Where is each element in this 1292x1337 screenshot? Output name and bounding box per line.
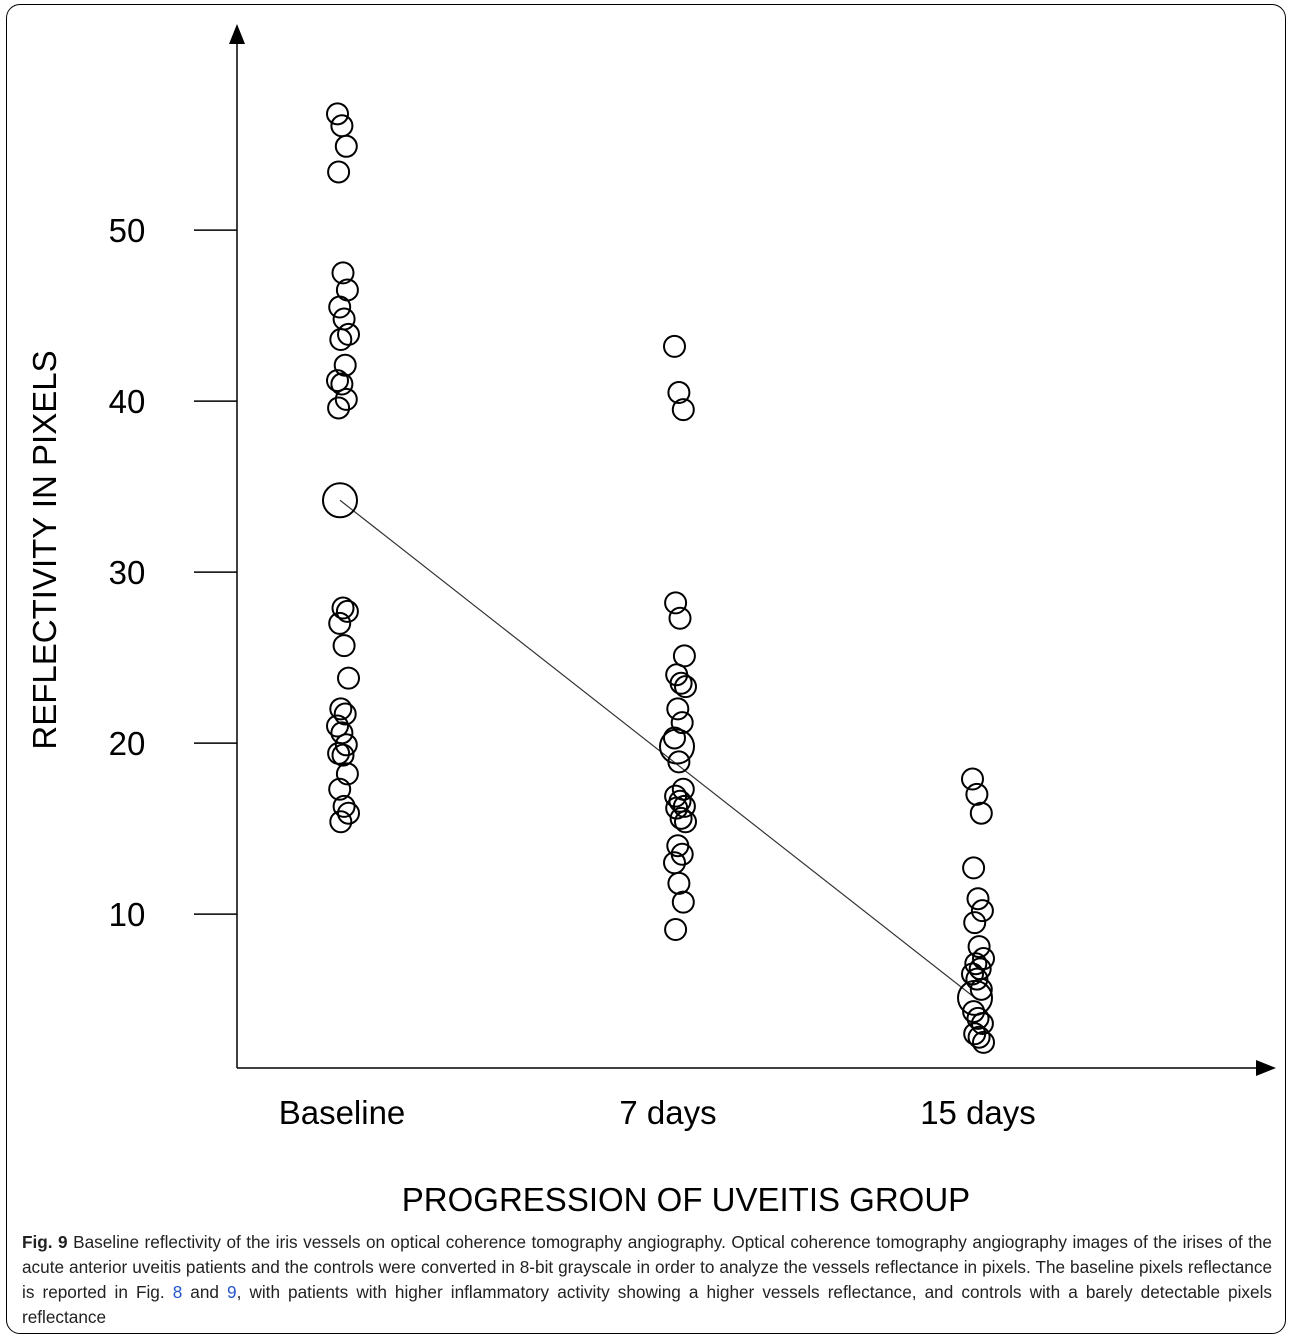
x-axis-label: PROGRESSION OF UVEITIS GROUP [402, 1181, 970, 1218]
data-point-baseline [331, 743, 355, 767]
data-point-baseline [330, 721, 354, 745]
data-point-15-days [963, 911, 987, 935]
data-point-15-days [969, 801, 993, 825]
data-point-7-days [664, 917, 688, 941]
data-point-15-days [965, 782, 989, 806]
data-point-7-days [674, 675, 697, 699]
data-point-15-days [963, 1022, 987, 1046]
caption-ref-fig-8[interactable]: 8 [172, 1282, 183, 1302]
y-axis-label: REFLECTIVITY IN PIXELS [26, 350, 63, 749]
data-point-baseline [327, 396, 351, 420]
data-point-baseline [329, 697, 353, 721]
data-point-15-days [972, 947, 995, 971]
mean-markers [322, 482, 993, 1016]
x-category-label-7-days: 7 days [619, 1094, 716, 1131]
data-point-baseline [334, 134, 358, 158]
data-points [326, 102, 995, 1054]
data-point-7-days [663, 726, 686, 750]
y-tick-label-40: 40 [109, 383, 146, 420]
data-point-7-days [667, 381, 691, 405]
data-point-baseline [327, 160, 351, 184]
data-point-7-days [670, 842, 694, 866]
data-point-15-days [966, 1006, 990, 1030]
data-point-15-days [965, 967, 989, 991]
scatter-chart: 10 20 30 40 50 Baseline 7 days 15 days REFLECT… [26, 24, 1276, 1218]
data-point-baseline [328, 777, 352, 801]
data-point-15-days [967, 1025, 991, 1049]
data-point-baseline [328, 611, 352, 635]
data-point-baseline [337, 666, 360, 690]
data-point-baseline [332, 794, 356, 818]
data-point-baseline [326, 369, 349, 393]
data-point-7-days [671, 890, 695, 914]
data-point-7-days [669, 671, 693, 695]
data-point-15-days [961, 767, 984, 791]
data-point-7-days [664, 591, 688, 615]
data-point-baseline [332, 307, 356, 331]
data-point-7-days [674, 810, 697, 834]
data-point-baseline [332, 634, 356, 658]
data-point-7-days [667, 871, 691, 895]
data-point-15-days [964, 952, 988, 976]
data-point-7-days [671, 398, 695, 422]
y-tick-label-10: 10 [109, 896, 146, 933]
y-ticks: 10 20 30 40 50 [109, 212, 237, 933]
data-point-15-days [966, 887, 990, 911]
figure-caption: Fig. 9 Baseline reflectivity of the iris… [22, 1230, 1272, 1330]
data-point-7-days [663, 334, 686, 358]
figure-frame [6, 4, 1286, 1334]
data-point-baseline [333, 353, 357, 377]
data-point-baseline [326, 102, 349, 126]
caption-label: Fig. 9 [22, 1232, 68, 1252]
y-tick-label-50: 50 [109, 212, 146, 249]
mean-marker-7-days [659, 728, 695, 765]
data-point-baseline [337, 322, 360, 346]
data-point-baseline [335, 599, 359, 623]
y-axis-arrowhead [229, 24, 245, 44]
data-point-7-days [669, 806, 693, 830]
data-point-7-days [668, 606, 692, 630]
caption-ref-fig-9[interactable]: 9 [227, 1282, 237, 1302]
data-point-baseline [334, 733, 358, 757]
data-point-15-days [969, 977, 993, 1001]
data-point-baseline [334, 387, 358, 411]
y-tick-label-20: 20 [109, 725, 146, 762]
data-point-7-days [672, 794, 696, 818]
data-point-7-days [670, 711, 694, 735]
x-category-label-baseline: Baseline [279, 1094, 406, 1131]
x-category-labels: Baseline 7 days 15 days [279, 1094, 1036, 1131]
mean-marker-baseline [322, 482, 358, 519]
data-point-15-days [972, 1030, 995, 1054]
data-point-baseline [331, 596, 355, 620]
mean-marker-15-days [957, 979, 993, 1016]
data-point-7-days [666, 697, 690, 721]
data-point-baseline [337, 801, 360, 825]
caption-text-1: Baseline reflectivity of the iris vessel… [22, 1232, 1272, 1302]
caption-text-2: and [182, 1282, 228, 1302]
y-tick-label-30: 30 [109, 554, 146, 591]
x-axis-arrowhead [1256, 1060, 1276, 1076]
data-point-7-days [665, 796, 689, 820]
mean-trend-line [339, 499, 976, 999]
data-point-baseline [326, 714, 349, 738]
data-point-baseline [328, 295, 352, 319]
data-point-baseline [335, 762, 359, 786]
data-point-15-days [970, 899, 994, 923]
data-point-baseline [330, 372, 354, 396]
data-point-baseline [329, 810, 353, 834]
data-point-15-days [962, 856, 986, 880]
data-point-15-days [967, 935, 991, 959]
data-point-baseline [330, 114, 354, 138]
data-point-baseline [329, 328, 353, 352]
caption-text-3: , with patients with higher inflammatory… [22, 1282, 1272, 1327]
axes [229, 24, 1276, 1076]
x-category-label-15-days: 15 days [920, 1094, 1036, 1131]
data-point-baseline [333, 702, 357, 726]
data-point-baseline [331, 261, 355, 285]
